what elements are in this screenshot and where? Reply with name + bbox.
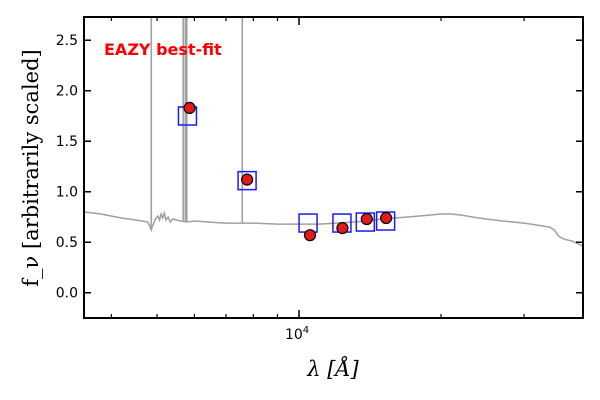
observed-point-3	[336, 222, 349, 235]
y-tick-label-3: 1.5	[56, 134, 78, 150]
observed-point-0	[183, 101, 196, 115]
x-tick-label-0: 104	[285, 325, 309, 343]
model-point-4	[355, 212, 376, 232]
observed-point-4	[360, 212, 373, 226]
y-tick-label-1: 0.5	[56, 235, 78, 251]
y-tick-label-0: 0.0	[56, 286, 78, 302]
y-axis-title: f_ν [arbitrarily scaled]	[19, 49, 43, 286]
observed-point-2	[303, 229, 317, 242]
annotation-eazy-best-fit: EAZY best-fit	[104, 40, 222, 59]
y-tick-label-5: 2.5	[56, 33, 78, 49]
model-point-1	[237, 170, 257, 191]
observed-point-1	[240, 173, 254, 186]
model-point-2	[298, 213, 318, 233]
x-tick-label-exponent: 4	[303, 325, 309, 336]
x-axis-title: λ [Å]	[306, 356, 359, 381]
axis-ticks: 0.0 0.5 1.0 1.5 2.0 2.5 104	[56, 17, 584, 343]
y-tick-label-4: 2.0	[56, 84, 78, 100]
y-tick-label-2: 1.0	[56, 185, 78, 201]
observed-point-5	[380, 211, 393, 225]
plot-frame	[83, 16, 584, 319]
sed-curve	[83, 210, 584, 247]
plot-content	[83, 17, 584, 247]
